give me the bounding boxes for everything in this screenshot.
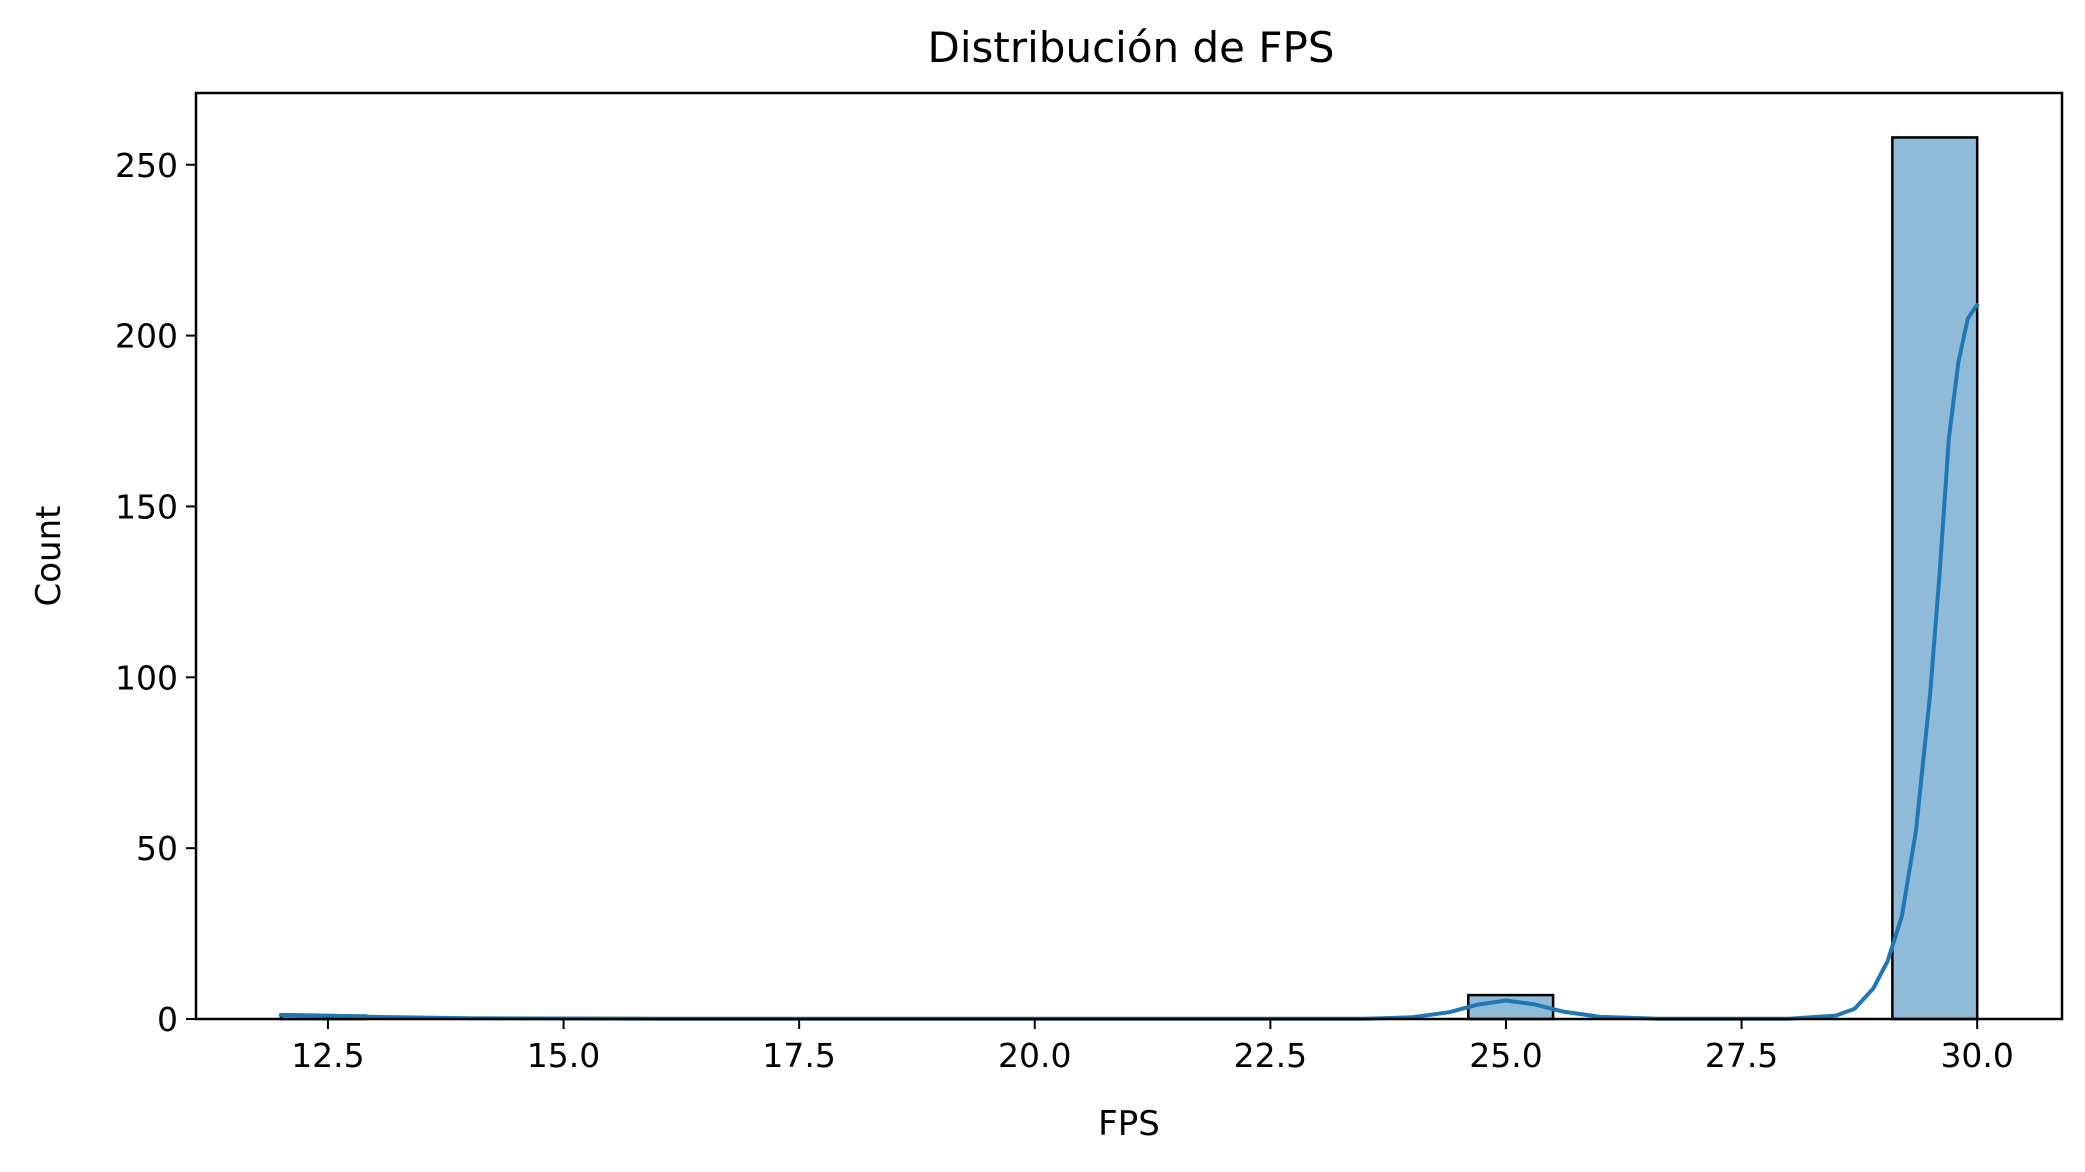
x-axis: 12.5 15.0 17.5 20.0 22.5 25.0 27.5 30.0 bbox=[291, 1019, 2014, 1075]
chart-title: Distribución de FPS bbox=[928, 23, 1335, 72]
y-tick-label-4: 150 bbox=[115, 487, 178, 526]
x-tick-label-2: 15.0 bbox=[527, 1036, 600, 1075]
x-tick-label-8: 30.0 bbox=[1940, 1036, 2013, 1075]
y-axis: 0 50 100 150 200 250 bbox=[115, 146, 196, 1039]
y-tick-label-1: 0 bbox=[157, 1000, 178, 1039]
x-tick-label-1: 12.5 bbox=[291, 1036, 364, 1075]
x-tick-label-6: 25.0 bbox=[1469, 1036, 1542, 1075]
y-tick-label-6: 250 bbox=[115, 146, 178, 185]
y-tick-label-3: 100 bbox=[115, 658, 178, 697]
kde-line bbox=[278, 302, 1980, 1021]
x-tick-label-3: 17.5 bbox=[762, 1036, 835, 1075]
x-axis-label: FPS bbox=[1098, 1104, 1160, 1144]
x-tick-label-4: 20.0 bbox=[998, 1036, 1071, 1075]
plot-frame bbox=[194, 91, 2064, 1021]
plot-area bbox=[278, 136, 1980, 1021]
x-tick-label-5: 22.5 bbox=[1234, 1036, 1307, 1075]
y-tick-label-2: 50 bbox=[136, 829, 178, 868]
y-tick-label-5: 200 bbox=[115, 317, 178, 356]
histogram-bar-3 bbox=[1891, 136, 1979, 1021]
y-axis-label: Count bbox=[29, 506, 69, 607]
x-tick-label-7: 27.5 bbox=[1705, 1036, 1778, 1075]
